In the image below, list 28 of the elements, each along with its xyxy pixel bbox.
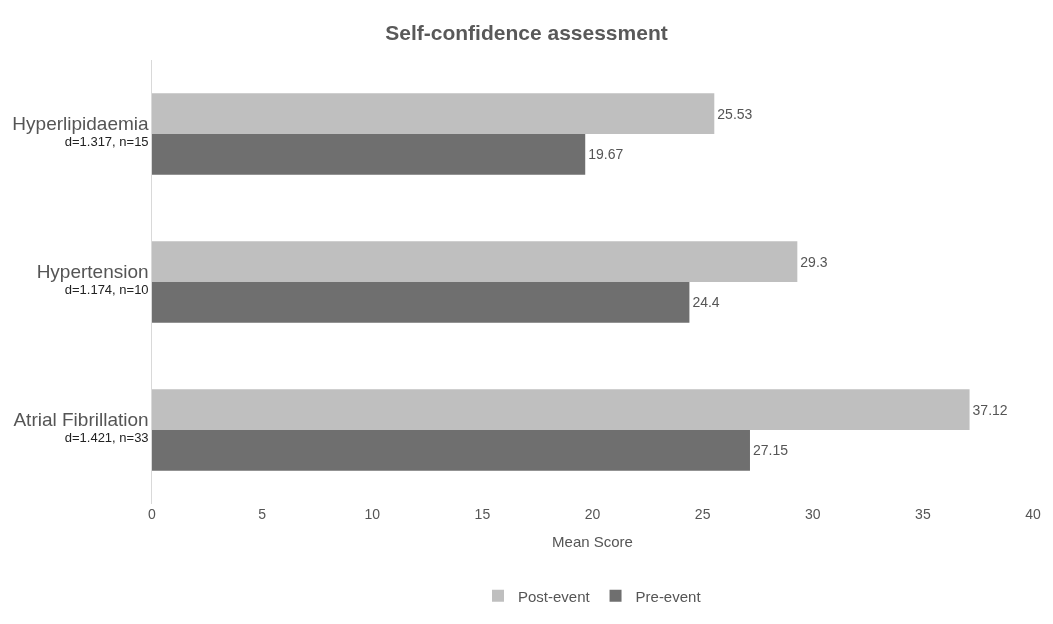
data-label: 25.53 <box>717 105 753 122</box>
data-label: 19.67 <box>588 146 624 163</box>
data-label: 27.15 <box>752 442 789 459</box>
x-tick-label: 25 <box>694 506 711 522</box>
x-tick-label: 10 <box>364 506 381 522</box>
y-tick-label: Hyperlipidaemia d=1.317, n=15 <box>12 113 150 149</box>
x-tick-label: 15 <box>474 506 491 522</box>
data-label: 24.4 <box>692 294 720 311</box>
chart-title: Self-confidence assessment <box>385 20 668 44</box>
x-tick-label: 35 <box>915 506 931 522</box>
legend-label: Pre-event <box>635 587 702 605</box>
y-tick-label: Atrial Fibrillation d=1.421, n=33 <box>13 409 149 445</box>
x-axis-title: Mean Score <box>552 533 633 550</box>
data-label: 37.12 <box>972 401 1008 418</box>
y-tick-label: Hypertension d=1.174, n=10 <box>36 261 149 297</box>
legend-label: Post-event <box>518 587 591 605</box>
x-tick-label: 0 <box>148 506 157 522</box>
bar <box>152 282 690 323</box>
x-tick-label: 20 <box>584 506 601 522</box>
bar <box>152 93 715 134</box>
bar <box>152 134 586 175</box>
x-tick-label: 30 <box>804 506 821 522</box>
x-tick-label: 40 <box>1025 506 1041 522</box>
x-tick-label: 5 <box>258 506 267 522</box>
bar <box>152 430 750 471</box>
data-label: 29.3 <box>800 253 828 270</box>
bar <box>152 241 798 282</box>
bar <box>152 389 970 430</box>
